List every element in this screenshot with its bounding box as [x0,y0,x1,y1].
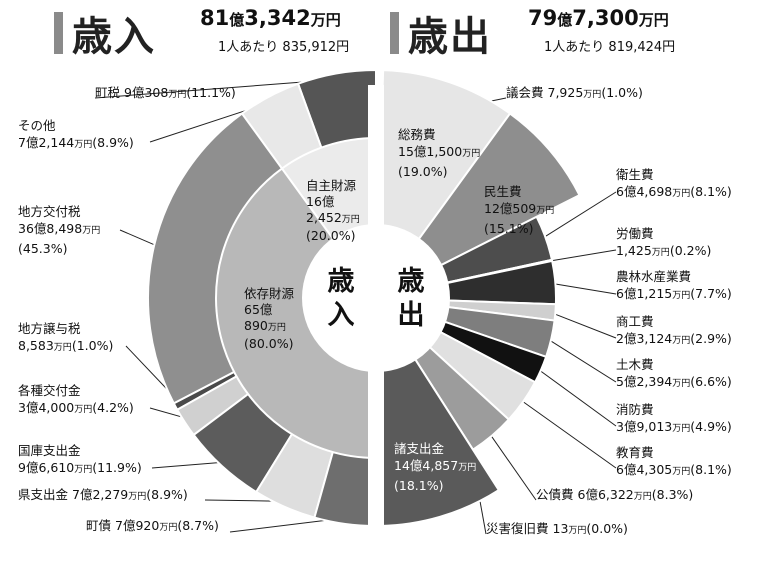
exp-label-disaster-recovery: 災害復旧費 13万円(0.0%) [486,521,628,536]
exp-label-education: 教育費 6億4,305万円(8.1%) [616,445,732,477]
rev-label-national-disbursements: 国庫支出金 9億6,610万円(11.9%) [18,443,142,475]
exp-label-agriculture: 農林水産業費 6億1,215万円(7.7%) [616,269,732,301]
expenditure-leader-6 [549,311,617,339]
expenditure-leader-9 [517,397,617,469]
center-revenue-label: 歳入 [327,266,355,331]
revenue-header-bar [54,12,63,54]
expenditure-leader-8 [535,366,617,427]
exp-label-misc: 諸支出金 14億4,857万円 (18.1%) [394,441,477,493]
inner-label-own-revenue: 自主財源 16億 2,452万円 (20.0%) [306,178,360,243]
rev-label-prefectural-disbursements: 県支出金 7億2,279万円(8.9%) [18,487,188,502]
expenditure-header-bar [390,12,399,54]
revenue-leader-0 [94,78,338,99]
expenditure-per-capita: 1人あたり 819,424円 [544,40,676,55]
expenditure-leader-3 [539,191,617,241]
rev-label-grants: 各種交付金 3億4,000万円(4.2%) [18,383,134,415]
exp-label-general-affairs: 総務費 15億1,500万円 (19.0%) [398,127,481,179]
rev-label-town-bonds: 町債 7億920万円(8.7%) [86,518,219,533]
exp-label-debt-service: 公債費 6億6,322万円(8.3%) [536,487,694,502]
exp-label-commerce: 商工費 2億3,124万円(2.9%) [616,314,732,346]
expenditure-title: 歳出 [408,14,492,60]
inner-ring-slice-1 [215,167,377,460]
expenditure-leader-4 [546,249,617,263]
expenditure-leader-7 [545,337,617,383]
revenue-total: 81億3,342万円 [200,6,341,30]
exp-label-sanitation: 衛生費 6億4,698万円(8.1%) [616,167,732,199]
rev-label-town-tax: 町税 9億308万円(11.1%) [95,85,236,100]
rev-label-local-allocation-tax: 地方交付税 36億8,498万円 (45.3%) [18,204,101,256]
rev-label-other: その他 7億2,144万円(8.9%) [18,118,134,150]
revenue-leader-5 [151,461,227,469]
revenue-leader-2 [119,229,161,248]
revenue-title: 歳入 [72,14,156,60]
expenditure-leader-5 [549,282,617,295]
rev-label-local-transfer-tax: 地方譲与税 8,583万円(1.0%) [18,321,114,353]
expenditure-leader-10 [487,430,537,501]
expenditure-total: 79億7,300万円 [528,6,669,30]
center-expenditure-label: 歳出 [397,266,425,331]
exp-label-assembly: 議会費 7,925万円(1.0%) [506,85,643,100]
exp-label-civil-engineering: 土木費 5億2,394万円(6.6%) [616,357,732,389]
inner-label-dependent-revenue: 依存財源 65億 890万円 (80.0%) [244,286,295,351]
exp-label-labor: 労働費 1,425万円(0.2%) [616,226,712,258]
revenue-per-capita: 1人あたり 835,912円 [218,40,350,55]
exp-label-welfare: 民生費 12億509万円 (15.1%) [484,184,555,236]
exp-label-fire: 消防費 3億9,013万円(4.9%) [616,402,732,434]
